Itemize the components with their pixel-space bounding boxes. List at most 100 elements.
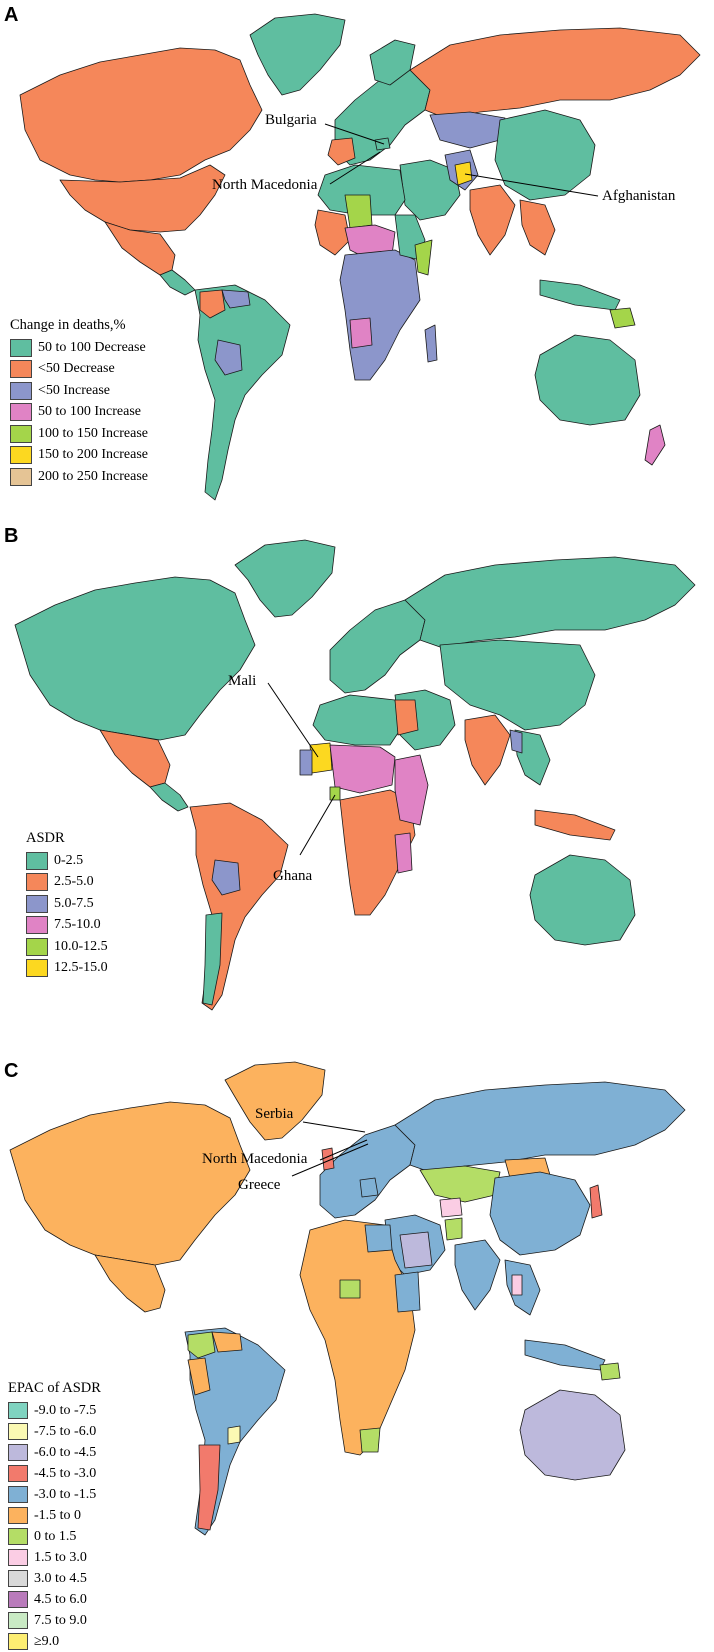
region-ghana (329, 786, 341, 801)
region-iberia (327, 137, 356, 166)
legend-label: <50 Increase (38, 382, 111, 398)
legend-b: ASDR 0-2.5 2.5-5.0 5.0-7.5 7.5-10.0 10.0-12.… (26, 830, 108, 979)
region-greenland (249, 13, 346, 96)
legend-label: 1.5 to 3.0 (34, 1549, 87, 1565)
legend-rows-c: -9.0 to -7.5 -7.5 to -6.0 -6.0 to -4.5 -4.5… (8, 1400, 101, 1652)
legend-item: -4.5 to -3.0 (8, 1463, 101, 1484)
region-north-america (9, 1101, 251, 1266)
region-se-asia (514, 729, 551, 786)
region-north-america (14, 576, 256, 741)
legend-swatch (10, 338, 32, 357)
legend-item: 7.5-10.0 (26, 915, 108, 937)
region-bolivia (214, 339, 243, 376)
region-png (609, 307, 636, 329)
panel-letter-b: B (4, 525, 19, 547)
region-europe (334, 69, 431, 166)
legend-swatch (26, 937, 48, 956)
legend-swatch (8, 1528, 28, 1545)
legend-item: -7.5 to -6.0 (8, 1421, 101, 1442)
legend-swatch (26, 959, 48, 978)
legend-a: Change in deaths,% 50 to 100 Decrease <50… (10, 317, 148, 488)
region-middle-east (399, 159, 461, 221)
legend-item: -6.0 to -4.5 (8, 1442, 101, 1463)
region-usa (59, 164, 226, 233)
region-china (489, 1171, 591, 1256)
legend-swatch (8, 1465, 28, 1482)
legend-title-c: EPAC of ASDR (8, 1380, 101, 1396)
panel-letter-c: C (4, 1060, 19, 1082)
region-central-asia (439, 1197, 463, 1218)
region-europe (319, 1124, 416, 1219)
region-afghanistan (454, 161, 473, 186)
legend-swatch (8, 1507, 28, 1524)
legend-swatch (26, 851, 48, 870)
legend-label: 0 to 1.5 (34, 1528, 77, 1544)
legend-swatch (8, 1633, 28, 1650)
region-kazakhstan (429, 111, 506, 149)
legend-title-a: Change in deaths,% (10, 317, 126, 333)
legend-item: -9.0 to -7.5 (8, 1400, 101, 1421)
world-map-c: Serbia North Macedonia Greece (9, 1061, 686, 1536)
world-map-b: Mali Ghana (14, 539, 696, 1011)
region-greenland (234, 539, 336, 618)
legend-label: 4.5 to 6.0 (34, 1591, 87, 1607)
legend-label: 3.0 to 4.5 (34, 1570, 87, 1586)
region-india (469, 184, 516, 256)
legend-swatch (10, 381, 32, 400)
region-west-africa (329, 744, 396, 794)
callout-serbia: Serbia (255, 1106, 294, 1122)
panel-letter-a: A (4, 4, 19, 26)
legend-label: 7.5 to 9.0 (34, 1612, 87, 1628)
legend-swatch (26, 894, 48, 913)
legend-swatch (8, 1486, 28, 1503)
region-central-africa (339, 249, 421, 381)
region-southern-africa (359, 1427, 381, 1453)
callout-afghanistan: Afghanistan (602, 188, 676, 204)
legend-swatch (8, 1549, 28, 1566)
region-kazakhstan (419, 1165, 501, 1203)
legend-label: -6.0 to -4.5 (34, 1444, 97, 1460)
legend-item: <50 Increase (10, 380, 148, 402)
legend-item: 3.0 to 4.5 (8, 1568, 101, 1589)
legend-swatch (26, 873, 48, 892)
legend-label: -9.0 to -7.5 (34, 1402, 97, 1418)
region-saudi (399, 1231, 433, 1269)
legend-swatch (26, 916, 48, 935)
legend-item: 50 to 100 Increase (10, 402, 148, 424)
legend-item: 1.5 to 3.0 (8, 1547, 101, 1568)
legend-item: 5.0-7.5 (26, 893, 108, 915)
legend-swatch (10, 446, 32, 465)
region-indonesia (534, 809, 616, 841)
region-china (494, 109, 596, 201)
callout-north-macedonia: North Macedonia (202, 1151, 308, 1167)
legend-label: 100 to 150 Increase (38, 425, 149, 441)
legend-swatch (8, 1402, 28, 1419)
callout-ghana: Ghana (273, 868, 312, 884)
legend-swatch (10, 424, 32, 443)
region-south-america (194, 284, 291, 501)
region-thailand (511, 1274, 523, 1296)
legend-item: 150 to 200 Increase (10, 445, 148, 467)
region-russia (404, 556, 696, 648)
region-se-asia (519, 199, 556, 256)
legend-label: 50 to 100 Increase (38, 404, 142, 420)
region-egypt-sudan (394, 699, 419, 736)
region-canada (19, 47, 263, 183)
legend-label: 0-2.5 (54, 852, 84, 868)
legend-item: 2.5-5.0 (26, 872, 108, 894)
legend-item: 12.5-15.0 (26, 958, 108, 980)
legend-item: -1.5 to 0 (8, 1505, 101, 1526)
legend-item: 0 to 1.5 (8, 1526, 101, 1547)
region-new-zealand (644, 424, 666, 466)
panel-c: Serbia North Macedonia Greece C EPAC of … (0, 1060, 714, 1650)
region-mexico (94, 1254, 166, 1313)
region-southern-africa-pink (349, 317, 373, 349)
legend-item: <50 Decrease (10, 359, 148, 381)
legend-item: 100 to 150 Increase (10, 423, 148, 445)
legend-swatch (8, 1423, 28, 1440)
region-west-africa (314, 209, 351, 256)
legend-label: -4.5 to -3.0 (34, 1465, 97, 1481)
region-mali (309, 742, 333, 774)
panel-b: Mali Ghana B ASDR 0-2.5 2.5-5.0 5.0-7.5 7.5… (0, 525, 714, 1025)
region-madagascar (424, 324, 438, 363)
